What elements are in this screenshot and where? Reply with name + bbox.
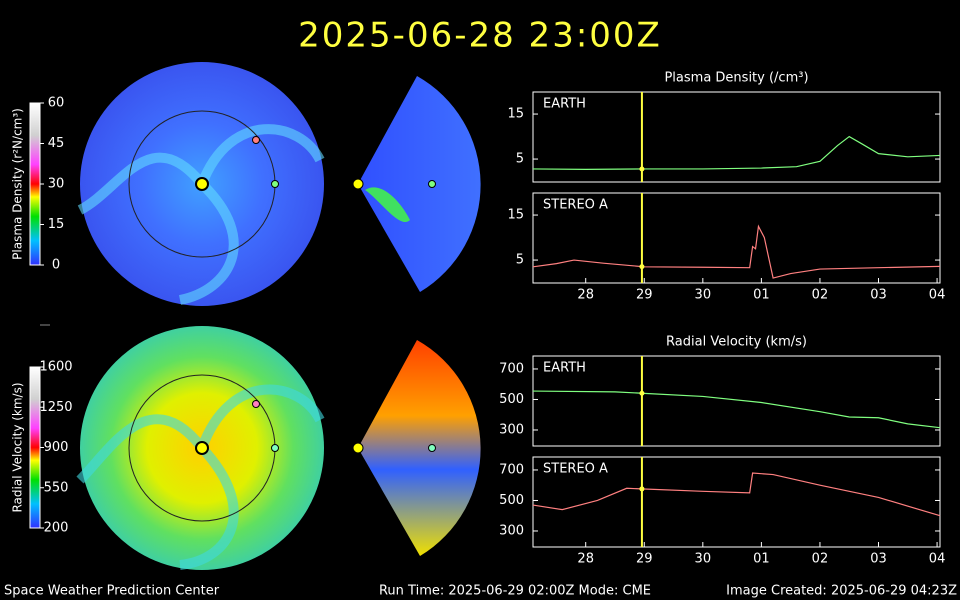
current-marker: [639, 486, 645, 492]
chart-title: Radial Velocity (km/s): [666, 335, 807, 350]
series-line: [532, 135, 941, 171]
colorbar-tick-label: 900: [44, 440, 69, 455]
colorbar-tick-label: 1600: [39, 360, 72, 375]
y-tick-label: 15: [507, 208, 524, 223]
footer-right: Image Created: 2025-06-29 04:23Z: [726, 584, 957, 599]
x-tick-label: 04: [929, 552, 946, 567]
series-line: [532, 224, 941, 279]
colorbar-tick-label: 30: [48, 177, 65, 192]
y-tick-label: 15: [507, 107, 524, 122]
y-tick-label: 500: [499, 392, 524, 407]
footer-left: Space Weather Prediction Center: [4, 584, 220, 599]
x-tick-label: 03: [870, 552, 887, 567]
x-tick-label: 02: [812, 288, 829, 303]
series-line: [532, 390, 941, 429]
plot-frame: [532, 355, 941, 447]
chart-title: Plasma Density (/cm³): [664, 71, 808, 86]
colorbar-tick-label: 0: [52, 258, 60, 273]
colorbar-tick-label: 200: [44, 521, 69, 536]
velocity-map: [76, 326, 481, 570]
y-tick-label: 300: [499, 523, 524, 538]
y-tick-label: 500: [499, 493, 524, 508]
x-tick-label: 30: [695, 552, 712, 567]
series-label: EARTH: [543, 361, 586, 376]
series-label: STEREO A: [543, 462, 608, 477]
plot-frame: [532, 192, 941, 284]
colorbar-tick-label: 550: [44, 480, 69, 495]
plot-frame: [532, 91, 941, 183]
y-tick-label: 300: [499, 422, 524, 437]
x-tick-label: 29: [636, 288, 653, 303]
colorbar-label: Radial Velocity (km/s): [11, 382, 25, 512]
colorbar-tick-label: 15: [48, 217, 65, 232]
series-line: [532, 472, 941, 517]
x-tick-label: 29: [636, 552, 653, 567]
y-tick-label: 700: [499, 361, 524, 376]
main-title: 2025-06-28 23:00Z: [298, 16, 662, 56]
colorbar: [29, 102, 41, 266]
x-tick-label: 30: [695, 288, 712, 303]
y-tick-label: 700: [499, 462, 524, 477]
colorbar-tick-label: 1250: [39, 400, 72, 415]
y-tick-label: 5: [516, 152, 524, 167]
series-label: EARTH: [543, 97, 586, 112]
colorbar: [29, 366, 41, 529]
current-marker: [639, 166, 645, 172]
density-map: [77, 62, 481, 306]
current-marker: [639, 264, 645, 270]
series-label: STEREO A: [543, 198, 608, 213]
current-marker: [639, 390, 645, 396]
x-tick-label: 02: [812, 552, 829, 567]
footer-center: Run Time: 2025-06-29 02:00Z Mode: CME: [379, 584, 651, 599]
x-tick-label: 01: [753, 552, 770, 567]
x-tick-label: 03: [870, 288, 887, 303]
x-tick-label: 04: [929, 288, 946, 303]
x-tick-label: 01: [753, 288, 770, 303]
colorbar-label: Plasma Density (r²N/cm³): [11, 108, 25, 260]
y-tick-label: 5: [516, 253, 524, 268]
plot-frame: [532, 456, 941, 548]
colorbar-tick-label: 60: [48, 96, 65, 111]
colorbar-tick-label: 45: [48, 136, 65, 151]
x-tick-label: 28: [577, 288, 594, 303]
x-tick-label: 28: [577, 552, 594, 567]
